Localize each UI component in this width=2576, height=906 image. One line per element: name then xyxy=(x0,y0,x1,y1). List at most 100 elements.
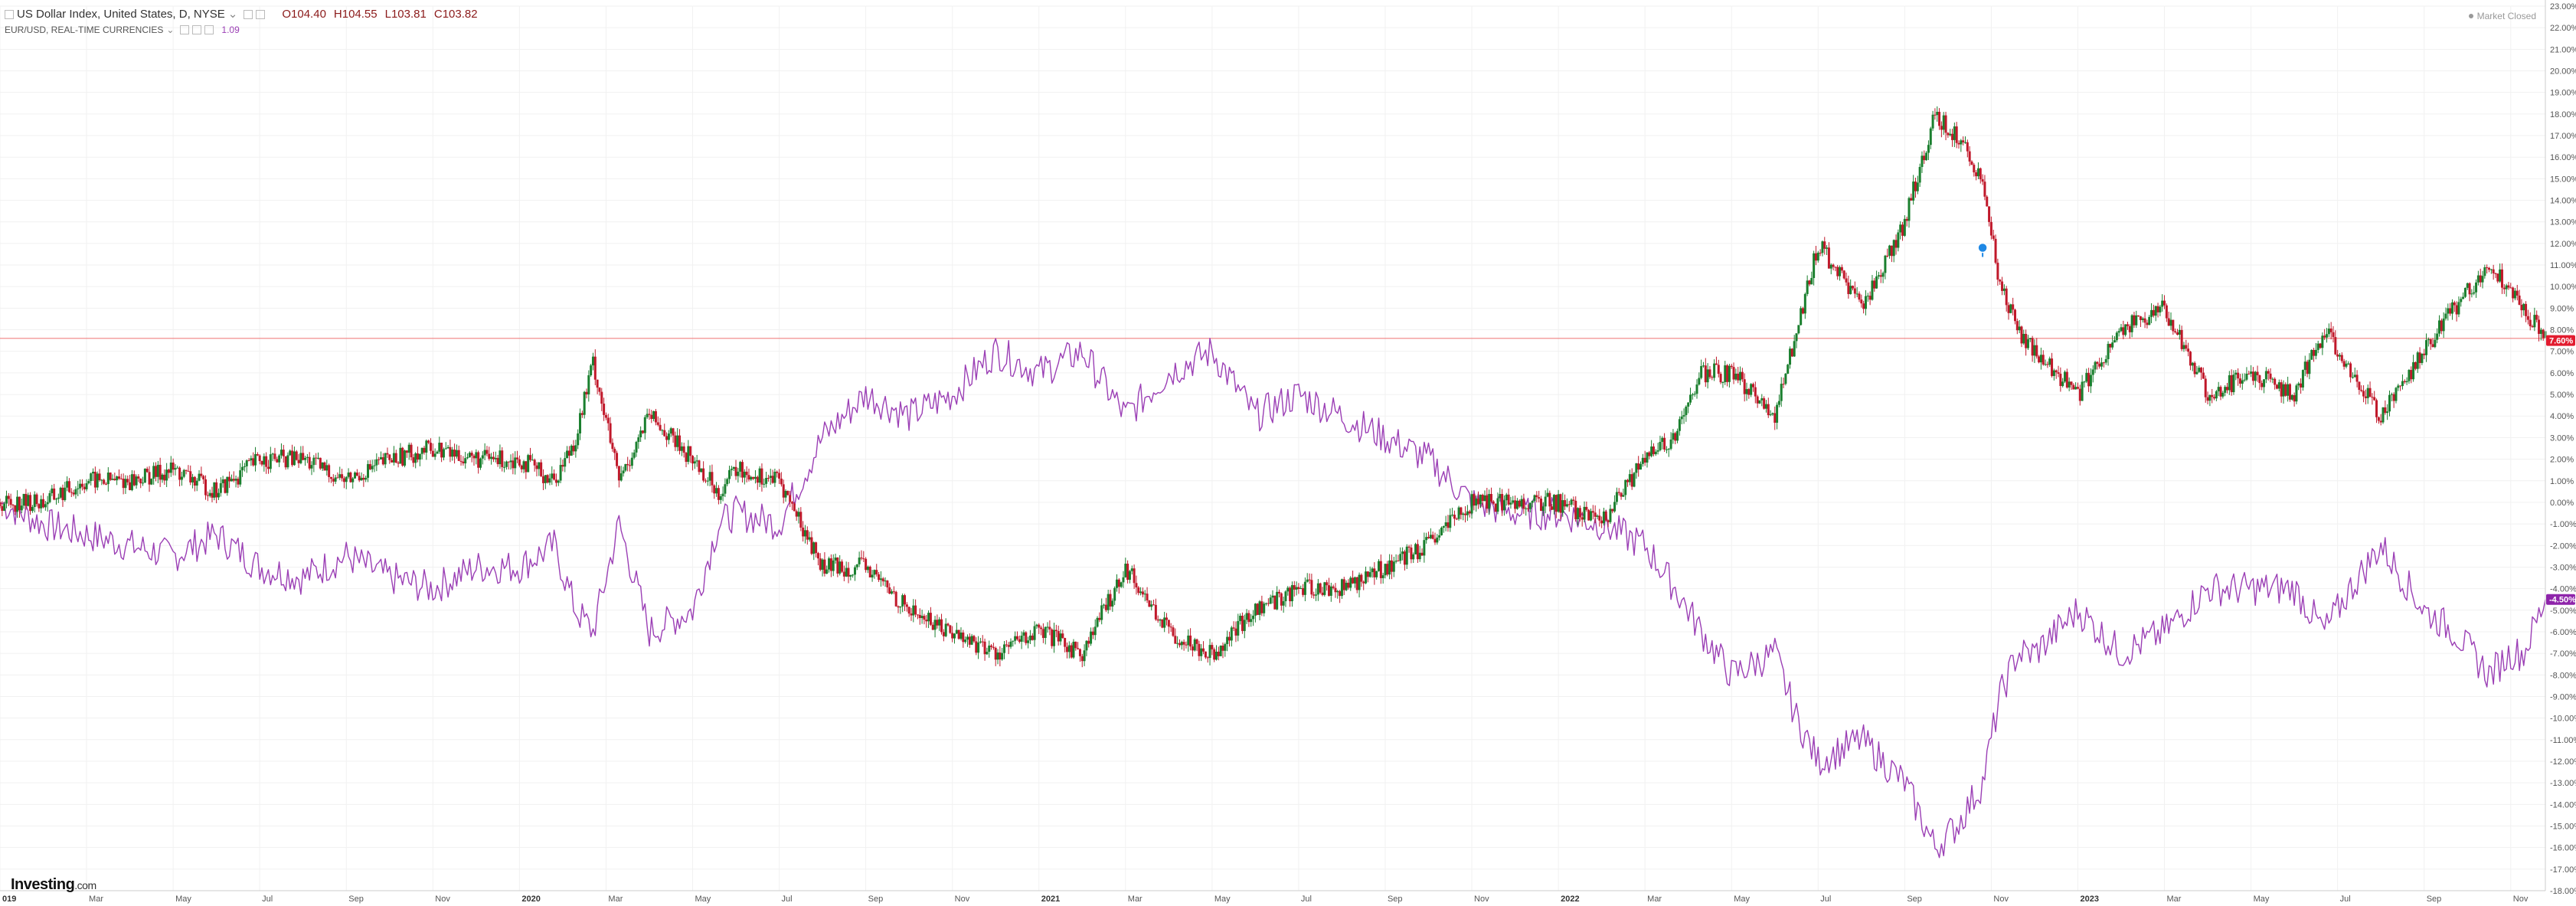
candle xyxy=(685,452,688,468)
high-value: H104.55 xyxy=(333,8,378,21)
candle xyxy=(1988,206,1991,227)
chevron-down-icon[interactable]: ⌄ xyxy=(227,8,238,21)
candle-body xyxy=(1789,348,1792,365)
candle-body xyxy=(417,453,420,460)
candle xyxy=(1875,270,1878,289)
candle-body xyxy=(626,463,629,466)
candle xyxy=(986,647,989,656)
candle xyxy=(1373,562,1376,585)
hide-icon[interactable] xyxy=(192,25,202,34)
candle xyxy=(780,472,783,487)
candle xyxy=(2466,282,2469,290)
candle-body xyxy=(407,444,410,453)
candle-body xyxy=(685,453,688,463)
x-tick-label: Sep xyxy=(348,895,364,904)
candle xyxy=(1578,505,1581,522)
candle xyxy=(866,565,869,574)
remove-icon[interactable] xyxy=(204,25,214,34)
candle xyxy=(574,440,577,458)
candle xyxy=(1115,574,1118,592)
candle xyxy=(1381,572,1384,584)
candle xyxy=(195,478,198,492)
candle-body xyxy=(535,465,538,469)
candle-body xyxy=(276,459,279,463)
candle xyxy=(2169,312,2172,330)
candle xyxy=(1007,642,1010,655)
candle xyxy=(2167,311,2170,326)
candle-body xyxy=(2449,308,2452,314)
collapse-icon[interactable] xyxy=(5,10,14,19)
candle-body xyxy=(1489,494,1492,502)
candle xyxy=(1080,653,1084,668)
candle xyxy=(1947,132,1950,138)
candle xyxy=(689,446,692,463)
candle-body xyxy=(1548,492,1551,507)
candle-body xyxy=(2375,400,2378,417)
candle-body xyxy=(1003,644,1006,653)
candle xyxy=(1020,631,1023,649)
candle-body xyxy=(983,641,986,655)
candle xyxy=(319,457,322,470)
candle-body xyxy=(263,456,266,465)
candle xyxy=(116,475,119,486)
candle xyxy=(522,460,525,473)
candle-body xyxy=(243,466,246,467)
candle xyxy=(606,414,610,431)
candle-body xyxy=(585,391,588,394)
candle xyxy=(42,492,45,509)
candle xyxy=(1669,432,1672,451)
candle-body xyxy=(1661,437,1664,442)
candle-body xyxy=(59,487,62,498)
candle-body xyxy=(1048,626,1051,630)
candle-body xyxy=(2351,377,2354,378)
settings-icon[interactable] xyxy=(244,10,253,19)
candle-body xyxy=(280,450,283,456)
candle xyxy=(2353,367,2356,378)
candle xyxy=(174,464,177,476)
candle xyxy=(920,610,924,624)
x-axis-ticks: 019 Mar May Jul Sep Nov 2020 Mar May Jul Sep Nov 202… xyxy=(2,895,2529,904)
candle-body xyxy=(375,459,378,466)
candle xyxy=(258,454,261,465)
candle-body xyxy=(1689,394,1692,403)
candle-body xyxy=(2476,275,2480,283)
chevron-down-icon[interactable]: ⌄ xyxy=(166,25,175,35)
candle-body xyxy=(1401,551,1404,554)
candle xyxy=(1691,392,1694,400)
candle xyxy=(449,440,452,463)
candle-body xyxy=(80,483,83,487)
settings-icon[interactable] xyxy=(180,25,190,34)
candle xyxy=(1931,110,1934,131)
candle xyxy=(1204,651,1207,659)
candle-body xyxy=(1388,560,1391,575)
candle-body xyxy=(1416,544,1419,560)
candle-body xyxy=(1528,502,1532,509)
candle xyxy=(2423,348,2426,359)
candle-body xyxy=(1137,587,1140,594)
candle xyxy=(2232,370,2235,395)
candle-body xyxy=(442,449,445,458)
candle xyxy=(1790,348,1793,358)
candle xyxy=(1559,493,1562,520)
candle-body xyxy=(2360,390,2363,391)
candle-body xyxy=(1230,627,1233,641)
candle-body xyxy=(1907,198,1911,221)
candle-body xyxy=(35,494,38,505)
candle-body xyxy=(639,430,642,438)
candle-body xyxy=(975,641,978,653)
x-tick-label: Mar xyxy=(1647,895,1662,904)
candle xyxy=(999,646,1002,667)
hide-icon[interactable] xyxy=(256,10,266,19)
candle-body xyxy=(446,446,449,449)
candle xyxy=(2185,339,2188,352)
candle-body xyxy=(202,476,205,479)
candle-body xyxy=(444,448,447,450)
candle xyxy=(2059,367,2062,392)
candle xyxy=(193,476,196,492)
candle-body xyxy=(105,483,107,485)
candle xyxy=(815,541,818,558)
candle-body xyxy=(46,502,49,505)
candle-body xyxy=(773,471,776,483)
candle-body xyxy=(1518,500,1521,507)
